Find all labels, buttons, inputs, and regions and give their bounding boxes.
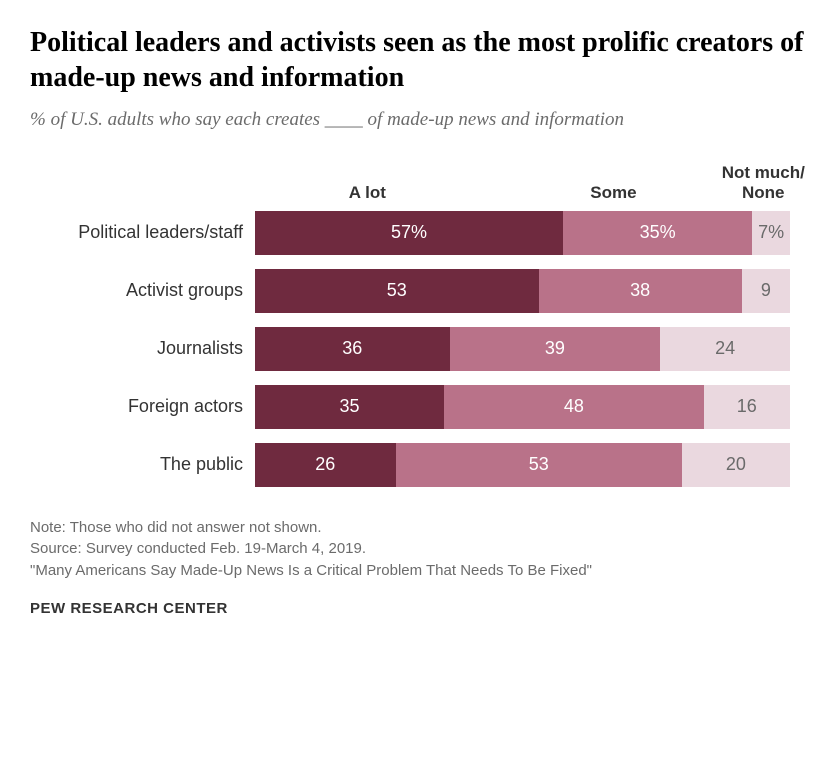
segment-some: 39 (450, 327, 661, 371)
segment-alot: 53 (255, 269, 539, 313)
row-label: The public (30, 454, 255, 475)
row-label: Foreign actors (30, 396, 255, 417)
segment-none: 20 (682, 443, 790, 487)
bar-row: Political leaders/staff57%35%7% (30, 211, 790, 255)
segment-some: 38 (539, 269, 742, 313)
segment-none: 7% (752, 211, 790, 255)
source-line: Source: Survey conducted Feb. 19-March 4… (30, 538, 810, 560)
bars-container: Political leaders/staff57%35%7% Activist … (30, 211, 790, 487)
segment-some: 53 (396, 443, 682, 487)
column-header-row: A lotSomeNot much/ None (30, 163, 790, 203)
segment-alot: 57% (255, 211, 563, 255)
row-label: Activist groups (30, 280, 255, 301)
bar-row: The public265320 (30, 443, 790, 487)
chart-container: Political leaders and activists seen as … (0, 0, 840, 642)
bar-track: 363924 (255, 327, 790, 371)
bar-row: Activist groups53389 (30, 269, 790, 313)
column-header-some: Some (590, 183, 636, 203)
segment-some: 48 (444, 385, 703, 429)
bar-row: Journalists363924 (30, 327, 790, 371)
segment-none: 24 (660, 327, 790, 371)
bar-track: 354816 (255, 385, 790, 429)
bar-track: 57%35%7% (255, 211, 790, 255)
segment-none: 9 (742, 269, 790, 313)
bar-row: Foreign actors354816 (30, 385, 790, 429)
segment-alot: 35 (255, 385, 444, 429)
segment-alot: 26 (255, 443, 396, 487)
row-label: Political leaders/staff (30, 222, 255, 243)
row-label: Journalists (30, 338, 255, 359)
chart-title: Political leaders and activists seen as … (30, 25, 810, 95)
attribution: PEW RESEARCH CENTER (30, 600, 810, 617)
column-header-none: Not much/ None (722, 163, 805, 203)
bar-track: 53389 (255, 269, 790, 313)
chart-area: A lotSomeNot much/ None Political leader… (30, 163, 790, 487)
bar-track: 265320 (255, 443, 790, 487)
reference-line: "Many Americans Say Made-Up News Is a Cr… (30, 560, 810, 582)
segment-none: 16 (704, 385, 790, 429)
note-line: Note: Those who did not answer not shown… (30, 517, 810, 539)
chart-notes: Note: Those who did not answer not shown… (30, 517, 810, 582)
column-headers: A lotSomeNot much/ None (255, 163, 790, 203)
chart-subtitle: % of U.S. adults who say each creates __… (30, 107, 810, 133)
segment-alot: 36 (255, 327, 450, 371)
column-header-alot: A lot (349, 183, 386, 203)
segment-some: 35% (563, 211, 752, 255)
